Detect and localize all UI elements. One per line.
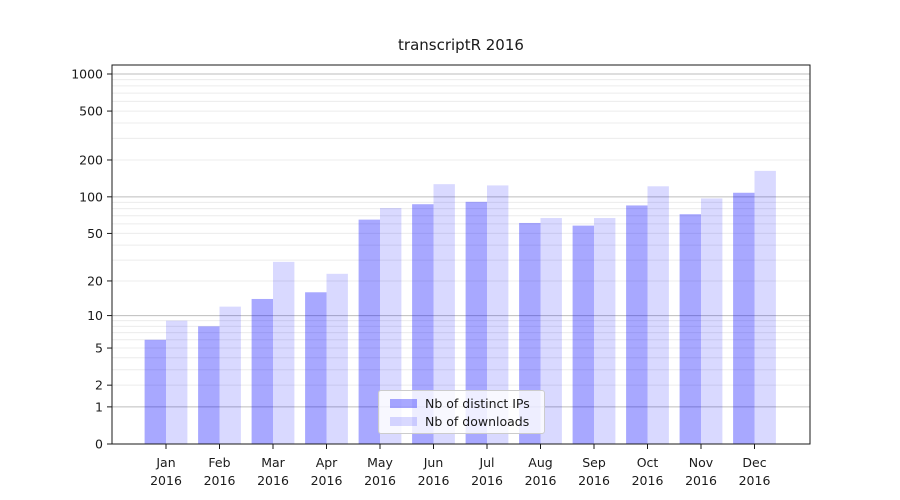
- x-tick-label-month: Oct: [637, 455, 659, 470]
- legend-label-downloads: Nb of downloads: [425, 413, 530, 429]
- bar-distinct-ips-jan: [144, 339, 166, 444]
- y-tick-label: 0: [95, 437, 103, 452]
- bar-downloads-nov: [701, 198, 723, 444]
- x-tick-label-year: 2016: [632, 473, 664, 488]
- bar-downloads-oct: [647, 186, 669, 444]
- bar-distinct-ips-apr: [305, 292, 327, 444]
- y-tick-label: 1: [95, 399, 103, 414]
- y-tick-label: 20: [87, 273, 103, 288]
- y-tick-label: 2: [95, 378, 103, 393]
- bar-downloads-sep: [594, 218, 616, 444]
- x-tick-label-year: 2016: [525, 473, 557, 488]
- bar-downloads-jun: [433, 184, 455, 444]
- bar-distinct-ips-oct: [626, 205, 648, 444]
- bar-downloads-may: [380, 207, 402, 444]
- x-tick-label-month: Sep: [582, 455, 606, 470]
- x-tick-label-year: 2016: [471, 473, 503, 488]
- bar-distinct-ips-nov: [679, 214, 701, 444]
- x-tick-label-year: 2016: [311, 473, 343, 488]
- legend-label-distinct-ips: Nb of distinct IPs: [425, 395, 530, 411]
- x-tick-label-month: Jul: [478, 455, 494, 470]
- bar-downloads-jul: [487, 185, 509, 444]
- bar-distinct-ips-aug: [519, 222, 541, 444]
- bar-downloads-aug: [540, 218, 562, 444]
- x-tick-label-month: Jan: [155, 455, 175, 470]
- legend-item-distinct-ips: Nb of distinct IPs: [390, 396, 544, 411]
- legend-item-downloads: Nb of downloads: [390, 414, 544, 429]
- bar-downloads-mar: [273, 261, 295, 444]
- y-tick-label: 200: [79, 152, 103, 167]
- legend-swatch-distinct-ips-icon: [390, 398, 417, 408]
- legend-swatch-downloads-icon: [390, 416, 417, 426]
- chart-title: transcriptR 2016: [398, 36, 524, 54]
- plot-border: [111, 64, 811, 445]
- bar-distinct-ips-sep: [572, 225, 594, 444]
- x-tick-label-year: 2016: [257, 473, 289, 488]
- x-tick-label-month: Apr: [316, 455, 338, 470]
- y-tick-label: 50: [87, 226, 103, 241]
- bar-distinct-ips-feb: [198, 326, 220, 444]
- bar-downloads-apr: [326, 273, 348, 444]
- bar-distinct-ips-jul: [465, 201, 487, 444]
- x-tick-label-month: Aug: [528, 455, 552, 470]
- x-tick-label-month: Feb: [208, 455, 230, 470]
- y-tick-label: 10: [87, 308, 103, 323]
- bar-downloads-jan: [166, 320, 188, 444]
- x-tick-label-year: 2016: [364, 473, 396, 488]
- bar-downloads-feb: [219, 306, 241, 444]
- x-tick-label-year: 2016: [150, 473, 182, 488]
- x-tick-label-month: Mar: [261, 455, 285, 470]
- y-tick-label: 100: [79, 189, 103, 204]
- x-tick-label-year: 2016: [578, 473, 610, 488]
- y-tick-label: 5: [95, 341, 103, 356]
- bar-downloads-dec: [754, 170, 776, 445]
- x-tick-label-year: 2016: [739, 473, 771, 488]
- x-tick-label-month: Dec: [742, 455, 766, 470]
- x-tick-label-year: 2016: [685, 473, 717, 488]
- bar-distinct-ips-mar: [251, 298, 273, 444]
- x-tick-label-month: Jun: [423, 455, 444, 470]
- x-tick-label-month: Nov: [689, 455, 714, 470]
- bar-distinct-ips-jun: [412, 204, 434, 444]
- x-tick-label-year: 2016: [418, 473, 450, 488]
- legend: Nb of distinct IPs Nb of downloads: [378, 390, 545, 434]
- x-tick-label-year: 2016: [204, 473, 236, 488]
- x-tick-label-month: May: [367, 455, 393, 470]
- y-tick-label: 1000: [71, 67, 103, 82]
- bar-distinct-ips-may: [358, 219, 380, 444]
- bar-distinct-ips-dec: [733, 192, 755, 444]
- y-tick-label: 500: [79, 104, 103, 119]
